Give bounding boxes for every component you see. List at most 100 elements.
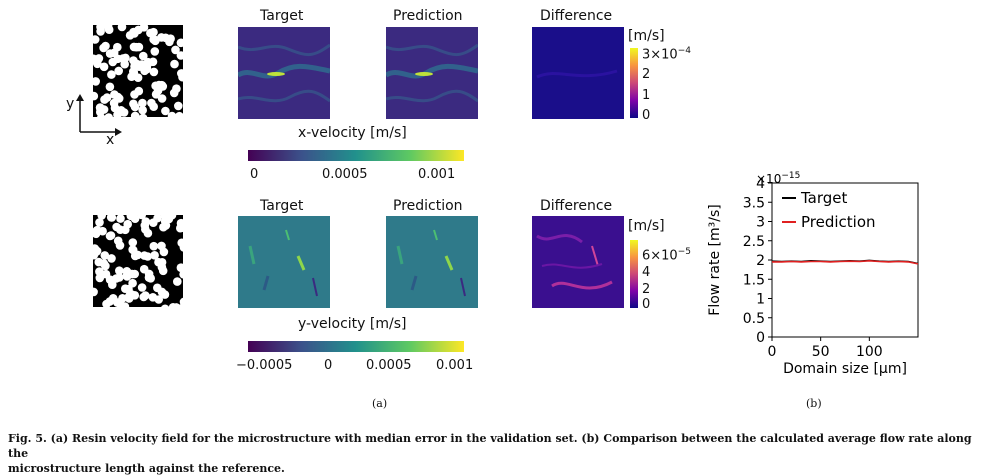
fiber-circle [100, 251, 110, 260]
row1-colorbar [248, 150, 464, 161]
row1-diff-tick-3: 0 [642, 108, 651, 123]
fiber-circle [116, 215, 125, 223]
microstructure-image-row2 [93, 215, 183, 307]
fiber-circle [115, 241, 125, 250]
fiber-circle [109, 98, 119, 108]
fiber-circle [95, 218, 104, 227]
fiber-circle [143, 57, 153, 67]
fiber-circle [114, 66, 123, 76]
fiber-circle [93, 35, 100, 44]
row1-diff-tick-1: 2 [642, 67, 651, 82]
fiber-circle [167, 215, 177, 220]
fiber-circle [121, 284, 130, 293]
row2-diff-tick-0: 6×10−5 [642, 247, 691, 264]
row2-colorbar-tick-2: 0.0005 [366, 358, 412, 373]
fiber-circle [132, 42, 141, 52]
microstructure-fibers-row1 [93, 25, 183, 117]
fiber-circle [179, 270, 183, 279]
fiber-circle [128, 238, 138, 247]
row2-target-title: Target [260, 198, 304, 214]
coordinate-axes [76, 94, 122, 136]
row2-colorbar-label: y-velocity [m/s] [298, 316, 407, 332]
subfigure-label-b: (b) [806, 397, 822, 410]
caption-line-1: Fig. 5. (a) Resin velocity field for the… [8, 432, 972, 460]
row1-difference-title: Difference [540, 8, 613, 24]
fiber-circle [174, 101, 183, 111]
fiber-circle [128, 245, 137, 254]
fiber-circle [153, 215, 162, 223]
row1-target-field [238, 27, 330, 119]
fiber-circle [177, 69, 183, 78]
fiber-circle [93, 77, 100, 86]
fiber-circle [104, 113, 113, 117]
row2-colorbar-tick-1: 0 [324, 358, 333, 373]
fiber-circle [100, 95, 109, 104]
fiber-circle [169, 88, 179, 98]
fiber-circle [140, 251, 149, 260]
subfigure-label-a: (a) [372, 397, 388, 410]
fiber-circle [129, 56, 138, 65]
fiber-circle [161, 221, 171, 230]
x-tick-label: 50 [812, 344, 830, 360]
fiber-circle [176, 38, 183, 48]
row1-difference-field [532, 27, 624, 119]
fiber-circle [157, 287, 167, 297]
series-line-prediction [772, 259, 919, 265]
row2-target-field [238, 216, 330, 308]
row2-colorbar [248, 341, 464, 352]
fiber-circle [117, 25, 127, 32]
y-tick-label: 0 [756, 330, 765, 346]
fiber-circle [93, 247, 101, 256]
fiber-circle [97, 113, 106, 117]
fiber-circle [129, 27, 138, 37]
caption-line-2: microstructure length against the refere… [8, 462, 285, 475]
fiber-circle [93, 91, 99, 101]
fiber-circle [101, 41, 110, 51]
fiber-circle [157, 94, 167, 103]
fiber-circle [115, 273, 124, 282]
row2-diff-unit: [m/s] [628, 218, 665, 234]
fiber-circle [131, 113, 141, 117]
fiber-circle [113, 54, 122, 64]
x-tick-label: 0 [768, 344, 777, 360]
fiber-circle [149, 67, 159, 77]
axis-x-label: x [106, 132, 115, 148]
fiber-circle [120, 302, 130, 307]
row1-diff-tick-0: 3×10−4 [642, 46, 691, 63]
fiber-circle [101, 261, 110, 271]
fiber-circle [110, 90, 119, 99]
fiber-circle [176, 51, 183, 60]
fiber-circle [179, 223, 183, 233]
y-tick-label: 3.5 [743, 195, 765, 211]
row2-diff-tick-3: 0 [642, 297, 651, 312]
fiber-circle [105, 297, 115, 306]
fiber-circle [157, 262, 167, 272]
row1-colorbar-label: x-velocity [m/s] [298, 125, 407, 141]
fiber-circle [170, 59, 179, 69]
row1-colorbar-tick-0: 0 [250, 167, 259, 182]
fiber-circle [95, 273, 105, 283]
row1-prediction-title: Prediction [393, 8, 463, 24]
fiber-circle [165, 37, 174, 47]
fiber-circle [126, 215, 136, 221]
y-axis-label: Flow rate [m³/s] [707, 204, 723, 315]
fiber-circle [160, 215, 170, 220]
row2-prediction-title: Prediction [393, 198, 463, 214]
row1-colorbar-tick-1: 0.0005 [322, 167, 368, 182]
fiber-circle [154, 295, 163, 304]
y-tick-label: 0.5 [743, 311, 765, 327]
fiber-circle [149, 241, 159, 251]
fiber-circle [107, 70, 116, 79]
figure-caption: Fig. 5. (a) Resin velocity field for the… [8, 431, 980, 476]
fiber-circle [159, 247, 169, 257]
fiber-circle [130, 291, 140, 300]
fiber-circle [98, 226, 107, 236]
fiber-circle [137, 283, 147, 292]
fiber-circle [97, 215, 106, 220]
fiber-circle [116, 225, 125, 234]
fiber-circle [130, 102, 140, 112]
fiber-circle [99, 105, 109, 114]
y-tick-label: 4 [756, 176, 765, 192]
fiber-circle [172, 303, 181, 307]
flow-rate-chart: 0 0.5 1 1.5 2 2.5 3 3.5 4 0 50 100 ×10−15 Domain size… [707, 171, 919, 377]
